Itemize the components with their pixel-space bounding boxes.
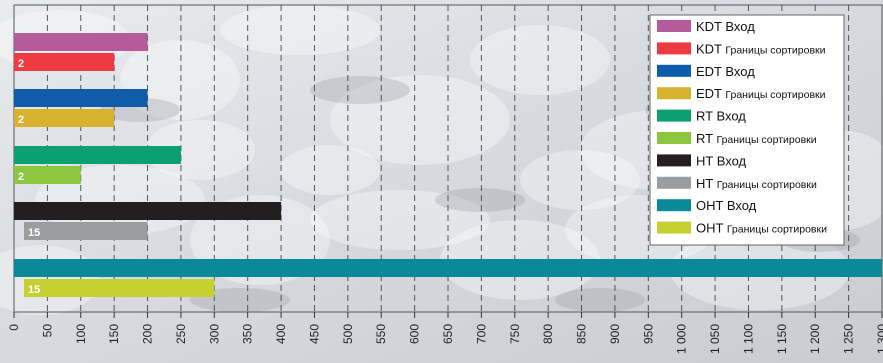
legend-code: RT (696, 109, 716, 124)
legend-label: EDT Вход (696, 64, 755, 79)
stone-shadow (555, 288, 645, 312)
x-tick-label: 450 (307, 324, 321, 344)
x-tick-label: 300 (207, 324, 221, 344)
legend-label: OHT Вход (696, 198, 757, 213)
legend-label: HT Границы сортировки (696, 176, 817, 191)
x-tick-label: 350 (241, 324, 255, 344)
stone-shape (520, 150, 640, 210)
x-tick-label: 250 (174, 324, 188, 344)
bar-start-label: 2 (18, 171, 24, 183)
legend-desc: Вход (725, 19, 755, 34)
stone-shape (280, 145, 380, 195)
legend-swatch (657, 42, 691, 55)
x-tick-label: 50 (40, 324, 54, 338)
x-tick-label: 650 (441, 324, 455, 344)
x-tick-label: 750 (508, 324, 522, 344)
legend-label: RT Вход (696, 109, 746, 124)
x-tick-label: 1 000 (675, 324, 689, 354)
legend-swatch (657, 64, 691, 77)
legend-desc: Вход (716, 109, 746, 124)
bar (14, 33, 148, 51)
x-tick-label: 700 (474, 324, 488, 344)
legend-swatch (657, 154, 691, 167)
x-tick-label: 1 150 (775, 324, 789, 354)
legend-label: OHT Границы сортировки (696, 221, 827, 236)
legend-code: OHT (696, 198, 727, 213)
stone-shadow (190, 288, 290, 312)
stone-shadow (310, 76, 410, 104)
x-tick-label: 800 (541, 324, 555, 344)
x-tick-label: 100 (74, 324, 88, 344)
stone-shape (120, 40, 240, 120)
legend-code: EDT (696, 86, 725, 101)
bar-start-label: 15 (28, 284, 40, 296)
bar (24, 279, 215, 297)
x-tick-label: 1 050 (708, 324, 722, 354)
legend-swatch (657, 132, 691, 144)
x-tick-label: 1 200 (808, 324, 822, 354)
legend-code: HT (696, 176, 717, 191)
legend-desc: Границы сортировки (727, 224, 827, 236)
x-tick-label: 1 250 (842, 324, 856, 354)
bar (14, 259, 882, 277)
legend-desc: Границы сортировки (725, 89, 825, 101)
bar (14, 202, 282, 220)
bar (14, 89, 148, 107)
legend-label: KDT Границы сортировки (696, 41, 826, 56)
legend-label: RT Границы сортировки (696, 131, 817, 146)
legend-code: RT (696, 131, 716, 146)
x-tick-label: 150 (107, 324, 121, 344)
x-tick-label: 0 (7, 324, 21, 331)
legend-desc: Вход (725, 64, 755, 79)
legend-swatch (657, 199, 691, 212)
legend-swatch (657, 176, 691, 189)
stone-shape (470, 25, 610, 95)
bar (14, 109, 115, 127)
x-tick-label: 850 (575, 324, 589, 344)
bar-start-label: 2 (18, 114, 24, 126)
x-tick-label: 200 (141, 324, 155, 344)
legend-desc: Границы сортировки (725, 44, 825, 56)
legend-label: HT Вход (696, 153, 747, 168)
legend-desc: Вход (727, 198, 757, 213)
stone-shape (145, 120, 255, 180)
bars: 2 2 2 15 15 (14, 33, 882, 297)
x-tick-label: 400 (274, 324, 288, 344)
legend-swatch (657, 87, 691, 100)
bar (14, 166, 81, 184)
legend-code: OHT (696, 221, 727, 236)
bar-start-label: 15 (28, 227, 40, 239)
x-tick-label: 1 100 (741, 324, 755, 354)
legend-label: EDT Границы сортировки (696, 86, 826, 101)
bar (14, 146, 181, 164)
stone-shadow (435, 188, 525, 212)
x-tick-label: 950 (641, 324, 655, 344)
x-tick-label: 550 (374, 324, 388, 344)
stone-shape (310, 190, 490, 250)
bar (24, 222, 148, 240)
legend-code: KDT (696, 19, 725, 34)
legend-desc: Вход (717, 153, 747, 168)
legend-swatch (657, 221, 691, 234)
legend-code: HT (696, 153, 717, 168)
bar-start-label: 2 (18, 58, 24, 70)
legend-swatch (657, 20, 691, 32)
legend-desc: Границы сортировки (717, 179, 817, 191)
legend-code: EDT (696, 64, 725, 79)
x-axis: 0 50 100 150 200 250 300 350 400 450 500 550 600 650 7… (7, 312, 883, 354)
x-tick-label: 900 (608, 324, 622, 344)
x-tick-label: 600 (408, 324, 422, 344)
bar (14, 53, 115, 71)
legend-label: KDT Вход (696, 19, 755, 34)
stone-shape (220, 5, 380, 55)
x-tick-label: 1 300 (875, 324, 883, 354)
x-tick-label: 500 (341, 324, 355, 344)
legend-desc: Границы сортировки (716, 134, 816, 146)
legend-code: KDT (696, 41, 725, 56)
legend-swatch (657, 109, 691, 122)
stone-shape (330, 75, 510, 165)
